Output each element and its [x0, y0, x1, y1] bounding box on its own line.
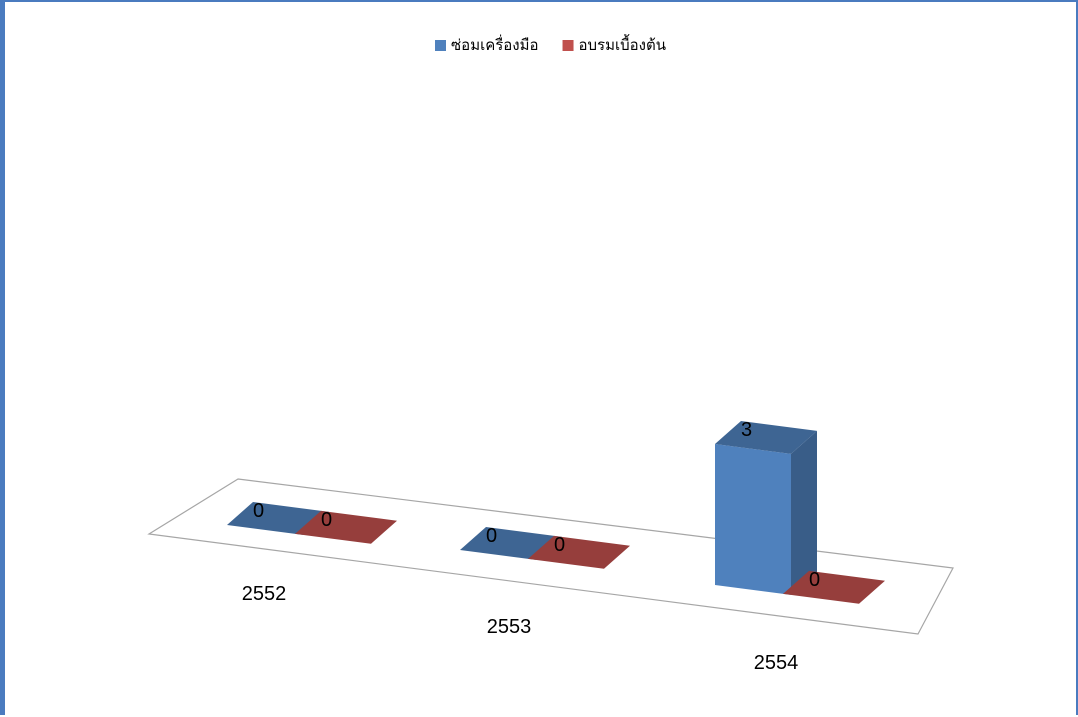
category-label-2554: 2554	[754, 652, 799, 674]
data-label-2553-s0: 0	[486, 525, 497, 547]
data-label-2552-s1: 0	[321, 509, 332, 531]
bar-2554-s1-top	[783, 570, 885, 604]
data-label-2554-s0: 3	[741, 419, 752, 441]
data-label-2553-s1: 0	[554, 534, 565, 556]
legend-label-0: ซ่อมเครื่องมือ	[451, 34, 539, 54]
chart-bars	[227, 421, 885, 604]
legend-label-1: อบรมเบื้องต้น	[579, 34, 666, 54]
bar-2553-s1-top	[528, 535, 630, 569]
chart-labels: 0 0 2552 0 0 2553 3 0 2554	[242, 419, 820, 674]
bar-chart: ซ่อมเครื่องมือ อบรมเบื้องต้น 0 0 2552 0 0 2553…	[147, 34, 954, 674]
bar-2554-s0-side	[791, 430, 817, 595]
category-label-2552: 2552	[242, 583, 287, 605]
data-label-2554-s1: 0	[809, 569, 820, 591]
bar-2554-s0-front	[715, 444, 791, 595]
legend-swatch-0	[435, 40, 446, 51]
data-label-2552-s0: 0	[253, 500, 264, 522]
legend-swatch-1	[562, 40, 574, 51]
category-label-2553: 2553	[487, 616, 532, 638]
bar-2554-s0-top	[715, 421, 817, 454]
chart-legend: ซ่อมเครื่องมือ อบรมเบื้องต้น	[435, 34, 666, 54]
bar-2552-s1-top	[295, 510, 397, 544]
